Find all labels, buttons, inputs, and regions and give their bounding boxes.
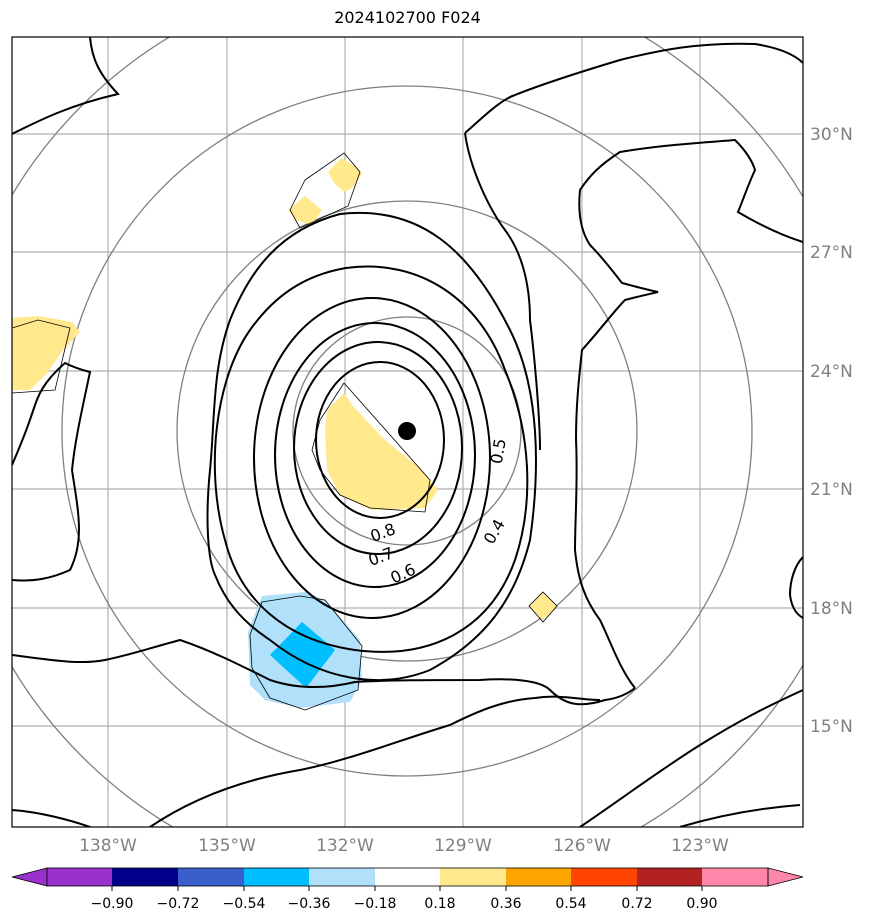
contour-0.3: [206, 211, 537, 681]
colorbar-tick-label: −0.72: [157, 896, 200, 912]
contour-east-small: [788, 556, 803, 619]
colorbar-segment: [571, 868, 637, 886]
contour-label-0.6: 0.6: [387, 560, 418, 588]
colorbar: −0.90 −0.72 −0.54 −0.36 −0.18 0.18 0.36 0.54 0.7…: [11, 867, 804, 912]
colorbar-tick-label: 0.18: [424, 896, 455, 912]
colorbar-extend-low: [11, 867, 48, 887]
contour-south-right: [679, 804, 801, 827]
colorbar-segment: [637, 868, 702, 886]
lon-tick-132w: 132°W: [316, 836, 374, 856]
lon-tick-135w: 135°W: [198, 836, 256, 856]
contour-label-0.5: 0.5: [487, 437, 510, 465]
lon-tick-126w: 126°W: [553, 836, 611, 856]
contours: [12, 37, 803, 827]
colorbar-segment: [47, 868, 112, 886]
colorbar-segment: [440, 868, 506, 886]
lat-tick-15n: 15°N: [810, 717, 853, 737]
colorbar-extend-high: [767, 867, 804, 887]
negative-south-strong-fill: [270, 622, 335, 688]
colorbar-tick-label: −0.90: [91, 896, 134, 912]
lon-tick-138w: 138°W: [79, 836, 137, 856]
lat-tick-30n: 30°N: [810, 125, 853, 145]
lat-tick-24n: 24°N: [810, 362, 853, 382]
colorbar-segment: [309, 868, 375, 886]
colorbar-tick-label: 0.90: [686, 896, 717, 912]
lon-tick-123w: 123°W: [671, 836, 729, 856]
colorbar-tick-label: −0.36: [288, 896, 331, 912]
contour-0.7: [293, 341, 463, 555]
positive-core-fill: [325, 393, 438, 510]
positive-north-fill-b: [288, 196, 322, 225]
positive-east-fill: [529, 592, 557, 620]
range-rings: [12, 37, 803, 827]
contour-0.8: [315, 361, 445, 519]
positive-west-fill: [12, 316, 80, 390]
contour-south-lower: [149, 695, 601, 827]
lon-tick-labels: 138°W 135°W 132°W 129°W 126°W 123°W: [79, 836, 729, 856]
contour-southwest: [12, 809, 91, 827]
storm-center-marker: [398, 422, 416, 440]
lon-tick-129w: 129°W: [434, 836, 492, 856]
contour-west-edge: [12, 361, 92, 582]
contour-south-band: [12, 638, 636, 706]
colorbar-tick-label: 0.72: [621, 896, 652, 912]
colorbar-segment: [506, 868, 571, 886]
colorbar-segment: [702, 868, 768, 886]
colorbar-tick-label: 0.54: [555, 896, 586, 912]
colorbar-segments: [47, 868, 768, 886]
contour-0.5: [253, 297, 491, 619]
contour-southeast: [579, 689, 803, 827]
contour-label-0.7: 0.7: [366, 543, 396, 570]
lat-tick-18n: 18°N: [810, 599, 853, 619]
map-frame: [11, 36, 804, 828]
contour-west-top: [12, 37, 120, 135]
colorbar-outline: [46, 867, 769, 887]
lat-tick-labels: 30°N 27°N 24°N 21°N 18°N 15°N: [810, 125, 853, 737]
lat-tick-27n: 27°N: [810, 243, 853, 263]
contour-label-0.4: 0.4: [480, 516, 509, 548]
lat-tick-21n: 21°N: [810, 480, 853, 500]
colorbar-tick-label: 0.36: [490, 896, 521, 912]
colorbar-segment: [375, 868, 440, 886]
colorbar-tick-label: −0.18: [354, 896, 397, 912]
contour-0.4: [213, 265, 529, 653]
contour-label-0.8: 0.8: [368, 519, 398, 546]
colorbar-segment: [112, 868, 178, 886]
colorbar-segment: [178, 868, 244, 886]
contour-outer-center: [464, 42, 803, 451]
colorbar-segment: [244, 868, 309, 886]
positive-north-fill-a: [328, 158, 362, 192]
contour-east: [573, 138, 803, 689]
colorbar-tick-labels: −0.90 −0.72 −0.54 −0.36 −0.18 0.18 0.36 0.54 0.7…: [91, 886, 718, 912]
map-title: 2024102700 F024: [334, 8, 481, 27]
colorbar-tick-label: −0.54: [223, 896, 266, 912]
contour-0.6: [274, 322, 476, 588]
